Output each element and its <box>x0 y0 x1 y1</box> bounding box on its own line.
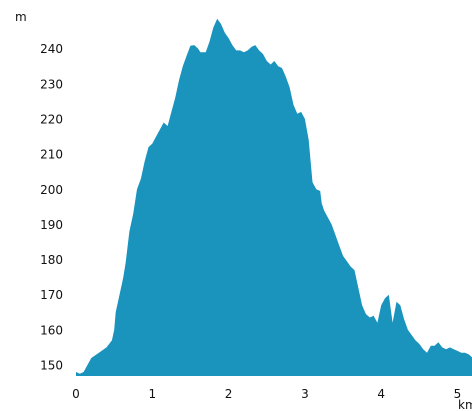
y-tick-label: 160 <box>40 323 63 337</box>
y-axis-ticks: 150 160 170 180 190 200 210 220 230 240 <box>40 42 63 372</box>
y-tick-label: 190 <box>40 218 63 232</box>
x-axis-unit-label: km <box>458 398 472 411</box>
y-tick-label: 220 <box>40 112 63 126</box>
x-tick-label: 5 <box>454 387 462 401</box>
y-tick-label: 180 <box>40 253 63 267</box>
y-tick-label: 200 <box>40 183 63 197</box>
x-axis-ticks: 0 1 2 3 4 5 <box>72 387 461 401</box>
y-tick-label: 240 <box>40 42 63 56</box>
y-axis-unit-label: m <box>15 10 27 24</box>
x-tick-label: 0 <box>72 387 80 401</box>
x-tick-label: 2 <box>225 387 233 401</box>
y-tick-label: 150 <box>40 359 63 373</box>
x-tick-label: 4 <box>377 387 385 401</box>
elevation-area <box>76 18 472 376</box>
x-tick-label: 1 <box>148 387 156 401</box>
y-tick-label: 230 <box>40 77 63 91</box>
y-tick-label: 210 <box>40 148 63 162</box>
x-tick-label: 3 <box>301 387 309 401</box>
y-tick-label: 170 <box>40 288 63 302</box>
